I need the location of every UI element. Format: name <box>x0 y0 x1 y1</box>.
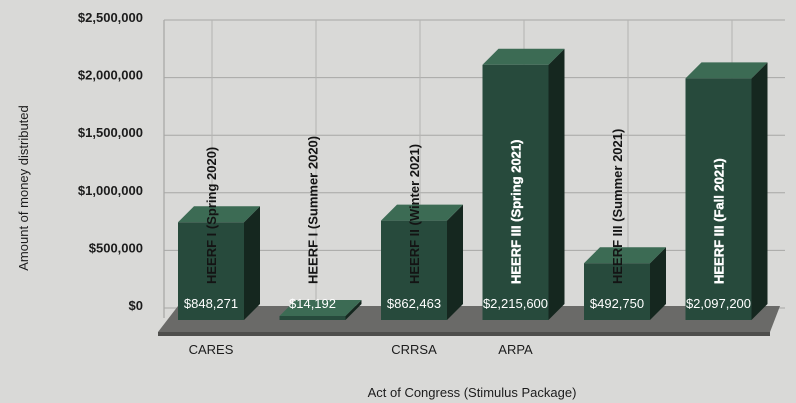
bar-top <box>178 206 260 223</box>
x-category-label: ARPA <box>498 342 533 357</box>
bar: HEERF III (Fall 2021) $2,097,200 <box>685 62 768 321</box>
bar-series-label: HEERF III (Spring 2021) <box>509 140 524 284</box>
bar-top <box>482 48 565 65</box>
bar-front <box>584 263 650 320</box>
x-axis-categories: CARES CRRSA ARPA <box>189 342 533 357</box>
bar-side <box>345 300 362 320</box>
bar-side <box>548 48 565 320</box>
bar-front <box>381 220 447 320</box>
data-label: $14,192 <box>289 296 336 311</box>
y-axis-title: Amount of money distributed <box>16 105 31 270</box>
bar-series-label: HEERF II (Winter 2021) <box>407 144 422 284</box>
bar-series-label: HEERF III (Fall 2021) <box>712 158 727 284</box>
data-label: $492,750 <box>590 296 644 311</box>
data-label: $848,271 <box>184 296 238 311</box>
bar-front <box>685 78 752 320</box>
x-axis-title: Act of Congress (Stimulus Package) <box>368 385 577 400</box>
bar-side <box>751 62 768 321</box>
data-label: $2,215,600 <box>483 296 548 311</box>
y-tick-label: $1,000,000 <box>78 183 143 198</box>
floor-edge <box>158 332 770 336</box>
bar-side <box>244 206 260 320</box>
bar-front <box>279 316 346 320</box>
bar: HEERF II (Winter 2021) $862,463 <box>381 144 463 320</box>
bar: HEERF I (Spring 2020) $848,271 <box>178 147 260 320</box>
y-tick-label: $2,500,000 <box>78 10 143 25</box>
bar: HEERF III (Spring 2021) $2,215,600 <box>482 48 565 320</box>
bar: HEERF III (Summer 2021) $492,750 <box>584 129 666 320</box>
x-category-label: CARES <box>189 342 234 357</box>
bar-series-label: HEERF III (Summer 2021) <box>610 129 625 284</box>
bars: HEERF I (Spring 2020) $848,271 HEERF I (Su… <box>178 48 768 321</box>
y-tick-label: $500,000 <box>89 240 143 255</box>
bar: HEERF I (Summer 2020) $14,192 <box>279 136 362 320</box>
bar-side <box>447 204 463 320</box>
bar-side <box>650 247 666 320</box>
bar-top <box>584 247 666 264</box>
y-tick-label: $1,500,000 <box>78 125 143 140</box>
y-tick-label: $2,000,000 <box>78 68 143 83</box>
data-label: $862,463 <box>387 296 441 311</box>
y-tick-label: $0 <box>129 298 143 313</box>
bar-top <box>279 300 362 316</box>
data-label: $2,097,200 <box>686 296 751 311</box>
bar-top <box>381 204 463 221</box>
bar-series-label: HEERF I (Spring 2020) <box>204 147 219 284</box>
bar-top <box>685 62 768 79</box>
x-category-label: CRRSA <box>391 342 437 357</box>
bar-front <box>178 222 244 320</box>
bar-front <box>482 64 549 320</box>
y-axis-ticks: $0 $500,000 $1,000,000 $1,500,000 $2,000,000… <box>78 10 143 313</box>
bar-series-label: HEERF I (Summer 2020) <box>306 136 321 284</box>
